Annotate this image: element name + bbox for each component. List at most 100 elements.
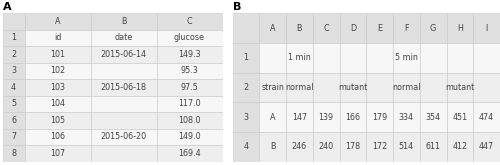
Bar bbox=[90, 79, 156, 96]
Text: 178: 178 bbox=[346, 142, 360, 151]
Bar bbox=[420, 132, 446, 162]
Text: 611: 611 bbox=[426, 142, 440, 151]
Bar bbox=[156, 129, 222, 145]
Text: 6: 6 bbox=[11, 116, 16, 125]
Bar bbox=[313, 132, 340, 162]
Text: 474: 474 bbox=[479, 113, 494, 122]
Text: 95.3: 95.3 bbox=[180, 66, 198, 75]
Bar bbox=[286, 73, 313, 102]
Text: A: A bbox=[270, 113, 276, 122]
Bar bbox=[232, 102, 259, 132]
Text: 149.0: 149.0 bbox=[178, 132, 201, 141]
Bar bbox=[90, 13, 156, 30]
Text: G: G bbox=[430, 24, 436, 33]
Text: 2015-06-14: 2015-06-14 bbox=[100, 50, 146, 59]
Bar bbox=[340, 73, 366, 102]
Text: H: H bbox=[457, 24, 463, 33]
Bar bbox=[90, 30, 156, 46]
Bar bbox=[2, 112, 25, 129]
Bar bbox=[393, 13, 420, 43]
Text: 166: 166 bbox=[346, 113, 360, 122]
Text: B: B bbox=[270, 142, 276, 151]
Text: 147: 147 bbox=[292, 113, 307, 122]
Text: I: I bbox=[486, 24, 488, 33]
Text: 2015-06-20: 2015-06-20 bbox=[100, 132, 146, 141]
Bar bbox=[156, 96, 222, 112]
Bar bbox=[446, 13, 473, 43]
Bar bbox=[24, 13, 90, 30]
Text: glucose: glucose bbox=[174, 33, 205, 42]
Bar bbox=[90, 112, 156, 129]
Bar bbox=[90, 63, 156, 79]
Bar bbox=[393, 132, 420, 162]
Bar bbox=[259, 102, 286, 132]
Bar bbox=[2, 96, 25, 112]
Bar bbox=[2, 30, 25, 46]
Bar bbox=[90, 96, 156, 112]
Bar bbox=[340, 13, 366, 43]
Bar bbox=[366, 73, 393, 102]
Text: 451: 451 bbox=[452, 113, 468, 122]
Bar bbox=[366, 102, 393, 132]
Bar bbox=[24, 30, 90, 46]
Text: normal: normal bbox=[285, 83, 314, 92]
Bar bbox=[90, 46, 156, 63]
Text: 1 min: 1 min bbox=[288, 53, 311, 62]
Text: 2: 2 bbox=[11, 50, 16, 59]
Bar bbox=[473, 43, 500, 73]
Text: 2: 2 bbox=[244, 83, 248, 92]
Bar bbox=[446, 73, 473, 102]
Bar bbox=[366, 13, 393, 43]
Bar bbox=[2, 13, 25, 30]
Bar bbox=[366, 43, 393, 73]
Text: 514: 514 bbox=[399, 142, 414, 151]
Text: B: B bbox=[121, 17, 126, 26]
Bar bbox=[473, 132, 500, 162]
Bar bbox=[156, 79, 222, 96]
Text: normal: normal bbox=[392, 83, 420, 92]
Bar bbox=[2, 63, 25, 79]
Text: 334: 334 bbox=[399, 113, 414, 122]
Bar bbox=[340, 43, 366, 73]
Bar bbox=[393, 73, 420, 102]
Bar bbox=[24, 129, 90, 145]
Bar bbox=[473, 13, 500, 43]
Text: 3: 3 bbox=[244, 113, 248, 122]
Bar bbox=[420, 73, 446, 102]
Bar bbox=[446, 43, 473, 73]
Text: A: A bbox=[270, 24, 276, 33]
Text: mutant: mutant bbox=[446, 83, 474, 92]
Bar bbox=[473, 102, 500, 132]
Bar bbox=[24, 145, 90, 162]
Bar bbox=[24, 96, 90, 112]
Text: 105: 105 bbox=[50, 116, 65, 125]
Bar bbox=[313, 102, 340, 132]
Bar bbox=[366, 132, 393, 162]
Text: 1: 1 bbox=[11, 33, 16, 42]
Bar bbox=[156, 13, 222, 30]
Bar bbox=[286, 13, 313, 43]
Bar bbox=[24, 63, 90, 79]
Bar bbox=[340, 132, 366, 162]
Bar bbox=[446, 102, 473, 132]
Bar bbox=[286, 102, 313, 132]
Text: 412: 412 bbox=[452, 142, 468, 151]
Bar bbox=[259, 13, 286, 43]
Bar bbox=[286, 132, 313, 162]
Text: 354: 354 bbox=[426, 113, 440, 122]
Bar bbox=[420, 13, 446, 43]
Text: 102: 102 bbox=[50, 66, 65, 75]
Text: A: A bbox=[55, 17, 60, 26]
Bar bbox=[473, 73, 500, 102]
Bar bbox=[24, 79, 90, 96]
Bar bbox=[286, 43, 313, 73]
Bar bbox=[24, 112, 90, 129]
Bar bbox=[90, 145, 156, 162]
Bar bbox=[24, 46, 90, 63]
Bar bbox=[90, 129, 156, 145]
Bar bbox=[2, 129, 25, 145]
Bar bbox=[156, 30, 222, 46]
Text: 149.3: 149.3 bbox=[178, 50, 201, 59]
Text: 5: 5 bbox=[11, 99, 16, 108]
Text: 4: 4 bbox=[11, 83, 16, 92]
